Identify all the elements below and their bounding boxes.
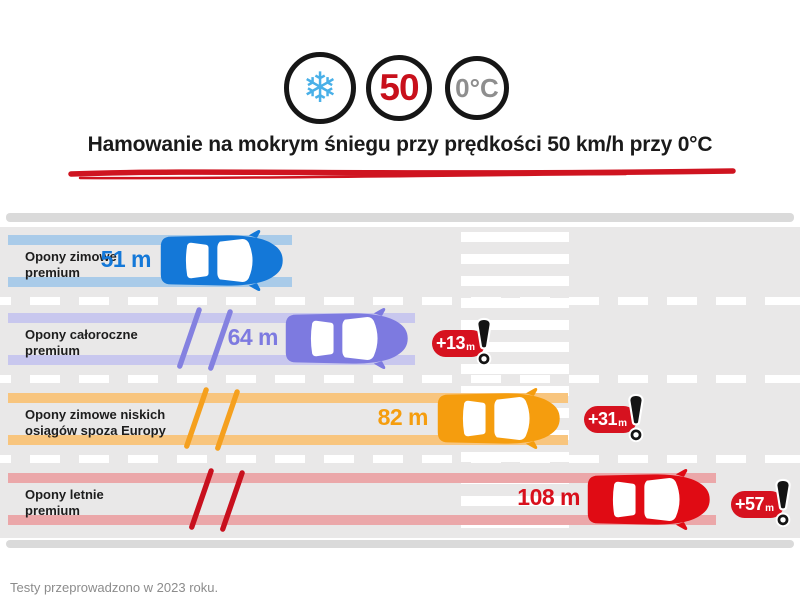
car-icon bbox=[157, 229, 289, 292]
tire-label-line: Opony całoroczne bbox=[25, 327, 138, 342]
tire-label-line: Opony zimowe niskich bbox=[25, 407, 166, 422]
snowflake-icon: ❄ bbox=[302, 63, 338, 112]
road-shoulder-bottom bbox=[6, 540, 794, 548]
road-shoulder-top bbox=[6, 213, 794, 222]
temperature-value: 0°C bbox=[455, 72, 499, 103]
extra-distance-unit: m bbox=[618, 417, 627, 429]
tire-label-line: premium bbox=[25, 265, 80, 280]
extra-distance-unit: m bbox=[765, 502, 774, 514]
skid-marks-icon bbox=[184, 467, 246, 533]
extra-distance-badge: +13 m bbox=[432, 330, 485, 357]
extra-distance-value: +57 bbox=[735, 494, 765, 514]
exclamation-icon bbox=[623, 393, 649, 443]
lane-divider bbox=[0, 455, 800, 463]
braking-distance-value: 108 m bbox=[517, 484, 580, 510]
braking-track bbox=[8, 235, 292, 287]
speed-value: 50 bbox=[379, 67, 419, 108]
extra-distance-value: +31 bbox=[588, 409, 618, 429]
tire-type-label: Opony zimowe premium bbox=[25, 249, 117, 281]
exclamation-icon bbox=[770, 478, 796, 528]
tire-label-line: Opony letnie bbox=[25, 487, 104, 502]
title-underline bbox=[68, 168, 736, 180]
speed-badge: 50 bbox=[366, 55, 432, 121]
braking-distance-value: 64 m bbox=[227, 324, 279, 350]
car-icon bbox=[282, 307, 414, 370]
temperature-badge: 0°C bbox=[445, 56, 509, 120]
lane-divider bbox=[0, 297, 800, 305]
exclamation-icon bbox=[471, 317, 497, 367]
tire-label-line: premium bbox=[25, 503, 80, 518]
braking-track bbox=[8, 473, 716, 525]
braking-distance-value: 82 m bbox=[377, 404, 429, 430]
tire-label-line: premium bbox=[25, 343, 80, 358]
braking-distance-value: 51 m bbox=[100, 246, 152, 272]
car-icon bbox=[584, 468, 716, 531]
tire-type-label: Opony całoroczne premium bbox=[25, 327, 138, 359]
extra-distance-unit: m bbox=[466, 341, 475, 353]
tire-type-label: Opony zimowe niskich osiągów spoza Europ… bbox=[25, 407, 166, 439]
car-icon bbox=[434, 387, 566, 450]
skid-marks-icon bbox=[179, 386, 241, 452]
page-title: Hamowanie na mokrym śniegu przy prędkośc… bbox=[87, 133, 713, 156]
lane-divider bbox=[0, 375, 800, 383]
tire-label-line: Opony zimowe bbox=[25, 249, 117, 264]
snow-condition-badge: ❄ bbox=[284, 52, 356, 124]
tire-type-label: Opony letnie premium bbox=[25, 487, 104, 519]
braking-track bbox=[8, 393, 568, 445]
tire-label-line: osiągów spoza Europy bbox=[25, 423, 166, 438]
extra-distance-badge: +57 m bbox=[731, 491, 784, 518]
extra-distance-value: +13 bbox=[436, 333, 466, 353]
test-note: Testy przeprowadzono w 2023 roku. bbox=[10, 580, 219, 595]
extra-distance-badge: +31 m bbox=[584, 406, 637, 433]
